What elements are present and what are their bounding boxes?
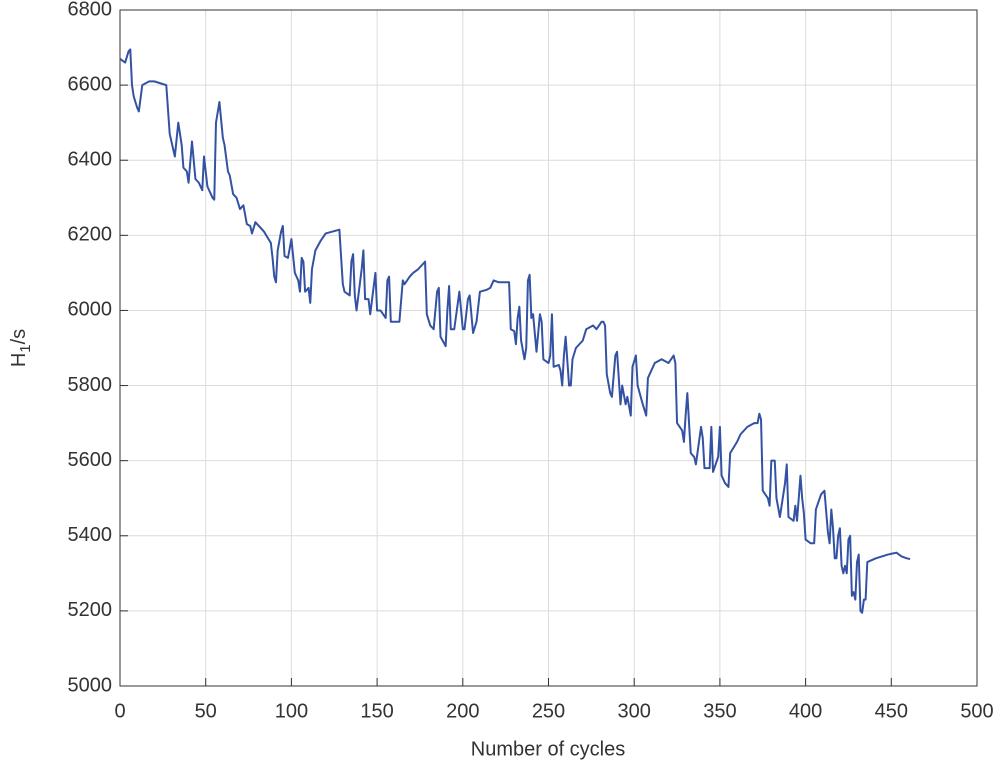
x-tick-label: 350: [703, 700, 736, 722]
y-tick-label: 5400: [68, 524, 113, 546]
x-tick-label: 450: [875, 700, 908, 722]
y-tick-label: 5200: [68, 599, 113, 621]
x-tick-label: 300: [618, 700, 651, 722]
x-tick-label: 200: [446, 700, 479, 722]
x-axis-label: Number of cycles: [471, 738, 626, 760]
y-tick-label: 6800: [68, 0, 113, 20]
data-line: [119, 48, 911, 614]
plot-frame: [119, 9, 978, 687]
x-tick-label: 0: [114, 700, 125, 722]
y-tick-label: 6200: [68, 224, 113, 246]
y-label-main: H: [8, 353, 30, 367]
x-tick-label: 400: [789, 700, 822, 722]
y-tick-label: 5000: [68, 674, 113, 696]
y-tick-label: 6400: [68, 149, 113, 171]
x-tick-label: 100: [275, 700, 308, 722]
y-label-sub: 1: [17, 344, 34, 352]
x-tick-label: 50: [195, 700, 217, 722]
x-tick-label: 150: [360, 700, 393, 722]
y-axis-label: H1/s: [8, 329, 34, 367]
y-tick-label: 5600: [68, 449, 113, 471]
y-tick-label: 5800: [68, 374, 113, 396]
y-tick-label: 6000: [68, 299, 113, 321]
y-label-unit: /s: [8, 329, 30, 345]
x-tick-label: 250: [532, 700, 565, 722]
y-tick-label: 6600: [68, 73, 113, 95]
x-tick-label: 500: [960, 700, 993, 722]
